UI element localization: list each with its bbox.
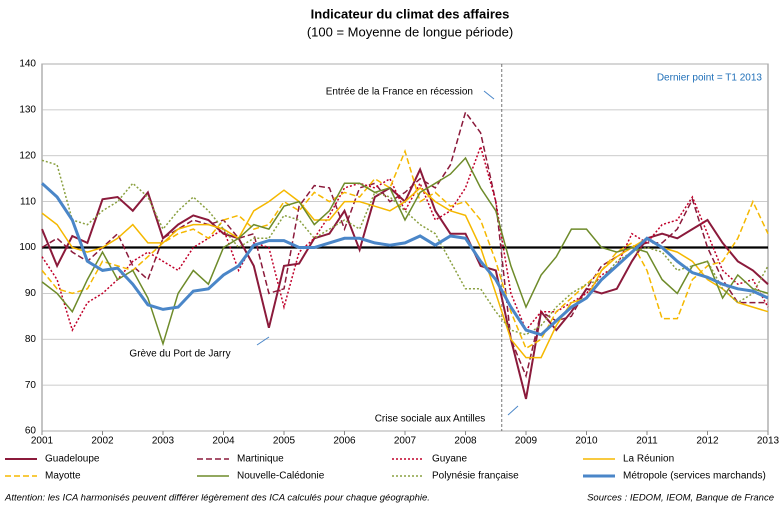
y-tick-label: 110 bbox=[20, 196, 36, 207]
annotation-arrow bbox=[256, 336, 270, 346]
series-line bbox=[40, 182, 769, 337]
y-tick-label: 70 bbox=[25, 380, 37, 391]
source: Sources : IEDOM, IEOM, Banque de France bbox=[587, 493, 774, 504]
legend-label: Nouvelle-Calédonie bbox=[237, 471, 325, 482]
y-tick-label: 130 bbox=[19, 105, 36, 116]
y-tick-label: 80 bbox=[25, 334, 37, 345]
x-tick-label: 2009 bbox=[515, 436, 538, 447]
x-tick-label: 2004 bbox=[212, 436, 235, 447]
y-tick-label: 60 bbox=[25, 426, 37, 437]
x-tick-label: 2001 bbox=[31, 436, 54, 447]
x-tick-label: 2012 bbox=[696, 436, 719, 447]
y-tick-label: 90 bbox=[25, 288, 37, 299]
series-line bbox=[41, 156, 769, 347]
footnote: Attention: les ICA harmonisés peuvent di… bbox=[4, 493, 430, 504]
y-tick-label: 120 bbox=[19, 150, 36, 161]
x-tick-label: 2005 bbox=[273, 436, 296, 447]
x-tick-label: 2006 bbox=[333, 436, 356, 447]
legend-label: Martinique bbox=[237, 454, 284, 465]
x-tick-label: 2003 bbox=[152, 436, 175, 447]
y-tick-label: 100 bbox=[19, 242, 36, 253]
legend-label: Guadeloupe bbox=[45, 454, 100, 465]
x-tick-label: 2002 bbox=[91, 436, 114, 447]
chart-subtitle: (100 = Moyenne de longue période) bbox=[307, 24, 513, 39]
y-tick-label: 140 bbox=[19, 59, 36, 70]
x-tick-label: 2013 bbox=[757, 436, 779, 447]
x-tick-label: 2008 bbox=[454, 436, 477, 447]
x-tick-label: 2010 bbox=[575, 436, 598, 447]
series-line bbox=[41, 110, 768, 379]
legend-label: Métropole (services marchands) bbox=[623, 471, 766, 482]
series-line bbox=[41, 148, 769, 350]
legend-label: Polynésie française bbox=[432, 471, 519, 482]
annotation: Entrée de la France en récession bbox=[326, 87, 473, 98]
series-line bbox=[41, 166, 769, 400]
legend-label: Mayotte bbox=[45, 471, 81, 482]
x-tick-label: 2007 bbox=[394, 436, 417, 447]
series-line bbox=[41, 144, 769, 333]
chart-title: Indicateur du climat des affaires bbox=[311, 6, 510, 21]
annotation: Grève du Port de Jarry bbox=[129, 349, 230, 360]
x-tick-label: 2011 bbox=[636, 436, 658, 447]
legend-label: Guyane bbox=[432, 454, 467, 465]
annotation: Crise sociale aux Antilles bbox=[375, 414, 486, 425]
annotation-arrow bbox=[483, 90, 495, 100]
annotation: Dernier point = T1 2013 bbox=[657, 73, 763, 84]
annotation-arrow bbox=[507, 405, 519, 416]
legend-label: La Réunion bbox=[623, 454, 674, 465]
